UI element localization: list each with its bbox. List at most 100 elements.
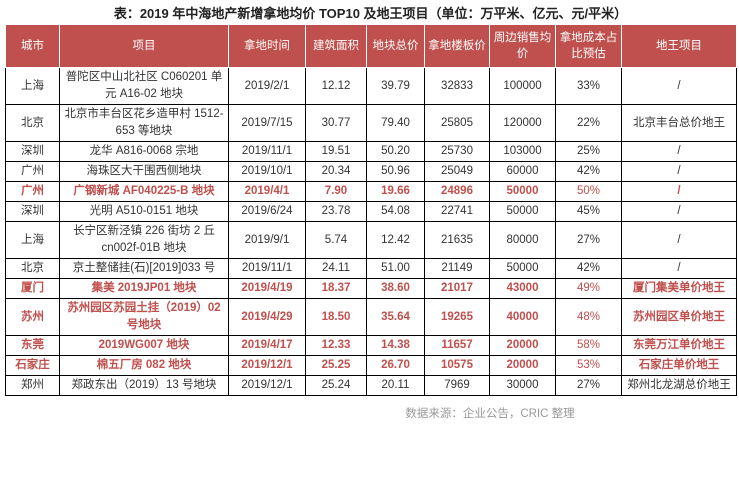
table-cell: 33% [555, 67, 622, 105]
column-header: 拿地楼板价 [424, 25, 490, 68]
table-cell: 深圳 [5, 201, 60, 222]
table-cell: 25730 [424, 141, 490, 162]
table-cell: 23.78 [305, 201, 367, 222]
table-cell: 27% [555, 221, 622, 259]
table-cell: 12.42 [366, 221, 425, 259]
table-cell: 50% [555, 181, 622, 202]
table-cell: 2019/4/19 [228, 278, 306, 299]
table-cell: 2019/2/1 [228, 67, 306, 105]
table-cell: 11657 [424, 335, 490, 356]
table-cell: 厦门集美单价地王 [621, 278, 737, 299]
table-cell: 20000 [489, 355, 556, 376]
table-row: 深圳 龙华 A816-0068 宗地 2019/11/1 19.51 50.20 2573… [5, 141, 737, 162]
table-cell: 2019/12/1 [228, 355, 306, 376]
table-row: 东莞 2019WG007 地块 2019/4/17 12.33 14.38 11657 20… [5, 335, 737, 356]
table-cell: 郑政东出（2019）13 号地块 [59, 375, 229, 396]
table-cell: 25.24 [305, 375, 367, 396]
table-cell: 18.50 [305, 298, 367, 336]
table-cell: 50000 [489, 201, 556, 222]
column-header: 地王项目 [621, 25, 737, 68]
table-cell: 普陀区中山北社区 C060201 单元 A16-02 地块 [59, 67, 229, 105]
table-cell: 22% [555, 104, 622, 142]
column-header: 地块总价 [366, 25, 425, 68]
column-header: 城市 [5, 25, 60, 68]
data-source-note: 数据来源：企业公告，CRIC 整理 [405, 408, 575, 420]
table-cell: / [621, 161, 737, 182]
table-cell: 郑州 [5, 375, 60, 396]
table-cell: 14.38 [366, 335, 425, 356]
table-cell: 北京 [5, 104, 60, 142]
table-cell: 21635 [424, 221, 490, 259]
table-row: 苏州 苏州园区苏园土挂（2019）02 号地块 2019/4/29 18.50 35.6… [5, 298, 737, 336]
header-row: 城市 项目 拿地时间 建筑面积 地块总价 拿地楼板价 周边销售均价 拿地成本占比预估 地王项目 [5, 25, 737, 68]
table-cell: 30000 [489, 375, 556, 396]
table-cell: 38.60 [366, 278, 425, 299]
table-cell: 21149 [424, 258, 490, 279]
table-row: 北京 京土整储挂(石)[2019]033 号 2019/11/1 24.11 51.00… [5, 258, 737, 279]
table-cell: 2019/11/1 [228, 258, 306, 279]
table-cell: / [621, 221, 737, 259]
table-cell: 50000 [489, 181, 556, 202]
table-cell: 30.77 [305, 104, 367, 142]
table-cell: 北京丰台总价地王 [621, 104, 737, 142]
table-cell: 10575 [424, 355, 490, 376]
table-cell: 51.00 [366, 258, 425, 279]
table-cell: 20000 [489, 335, 556, 356]
table-cell: 49% [555, 278, 622, 299]
table-cell: 2019/6/24 [228, 201, 306, 222]
table-cell: 19265 [424, 298, 490, 336]
table-cell: 80000 [489, 221, 556, 259]
table-cell: 79.40 [366, 104, 425, 142]
table-cell: 2019/10/1 [228, 161, 306, 182]
table-cell: 43000 [489, 278, 556, 299]
table-cell: 42% [555, 161, 622, 182]
table-cell: 2019/11/1 [228, 141, 306, 162]
table-cell: 53% [555, 355, 622, 376]
table-cell: / [621, 181, 737, 202]
table-cell: 苏州 [5, 298, 60, 336]
table-row: 厦门 集美 2019JP01 地块 2019/4/19 18.37 38.60 21017… [5, 278, 737, 299]
table-cell: 58% [555, 335, 622, 356]
table-cell: 20.34 [305, 161, 367, 182]
table-cell: 35.64 [366, 298, 425, 336]
table-cell: 12.33 [305, 335, 367, 356]
table-row: 上海 长宁区新泾镇 226 街坊 2 丘 cn002f-01B 地块 2019/9/… [5, 221, 737, 259]
table-cell: 25% [555, 141, 622, 162]
table-cell: 26.70 [366, 355, 425, 376]
table-title: 表：2019 年中海地产新增拿地均价 TOP10 及地王项目（单位：万平米、亿元… [113, 6, 628, 21]
table-row: 上海 普陀区中山北社区 C060201 单元 A16-02 地块 2019/2/1 1… [5, 67, 737, 105]
table-cell: 50.96 [366, 161, 425, 182]
land-price-table: 城市 项目 拿地时间 建筑面积 地块总价 拿地楼板价 周边销售均价 拿地成本占比预估 地王项目 … [5, 25, 737, 396]
table-cell: 7969 [424, 375, 490, 396]
table-cell: 2019/4/29 [228, 298, 306, 336]
table-cell: 石家庄单价地王 [621, 355, 737, 376]
table-cell: 京土整储挂(石)[2019]033 号 [59, 258, 229, 279]
page: 表：2019 年中海地产新增拿地均价 TOP10 及地王项目（单位：万平米、亿元… [5, 6, 737, 420]
table-cell: 上海 [5, 67, 60, 105]
table-cell: 12.12 [305, 67, 367, 105]
table-cell: 光明 A510-0151 地块 [59, 201, 229, 222]
table-cell: 50000 [489, 258, 556, 279]
table-row: 广州 广钢新城 AF040225-B 地块 2019/4/1 7.90 19.66 248… [5, 181, 737, 202]
table-cell: 上海 [5, 221, 60, 259]
table-cell: / [621, 67, 737, 105]
table-cell: 48% [555, 298, 622, 336]
table-cell: 苏州园区单价地王 [621, 298, 737, 336]
table-cell: 2019/4/1 [228, 181, 306, 202]
table-cell: 39.79 [366, 67, 425, 105]
table-cell: 24.11 [305, 258, 367, 279]
column-header: 拿地时间 [228, 25, 306, 68]
table-cell: 广州 [5, 181, 60, 202]
table-cell: 海珠区大干围西侧地块 [59, 161, 229, 182]
table-cell: 石家庄 [5, 355, 60, 376]
table-cell: 广钢新城 AF040225-B 地块 [59, 181, 229, 202]
table-cell: 20.11 [366, 375, 425, 396]
column-header: 建筑面积 [305, 25, 367, 68]
table-cell: / [621, 201, 737, 222]
table-cell: 21017 [424, 278, 490, 299]
table-cell: 100000 [489, 67, 556, 105]
table-row: 广州 海珠区大干围西侧地块 2019/10/1 20.34 50.96 25049 6000… [5, 161, 737, 182]
table-cell: 40000 [489, 298, 556, 336]
table-cell: 北京 [5, 258, 60, 279]
table-cell: 24896 [424, 181, 490, 202]
